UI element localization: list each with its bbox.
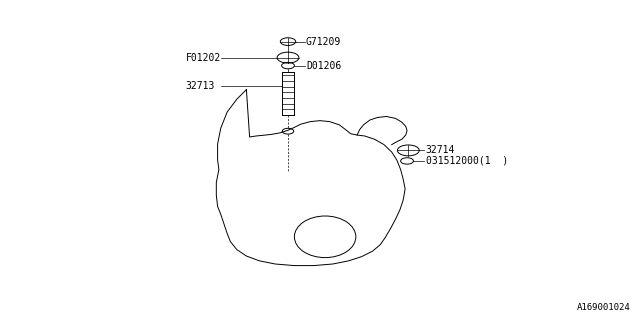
Text: G71209: G71209 <box>306 36 341 47</box>
Text: F01202: F01202 <box>186 52 221 63</box>
Text: A169001024: A169001024 <box>577 303 630 312</box>
Text: 32714: 32714 <box>426 145 455 156</box>
Text: 32713: 32713 <box>186 81 215 92</box>
Text: 031512000(1  ): 031512000(1 ) <box>426 156 508 166</box>
Text: D01206: D01206 <box>306 60 341 71</box>
